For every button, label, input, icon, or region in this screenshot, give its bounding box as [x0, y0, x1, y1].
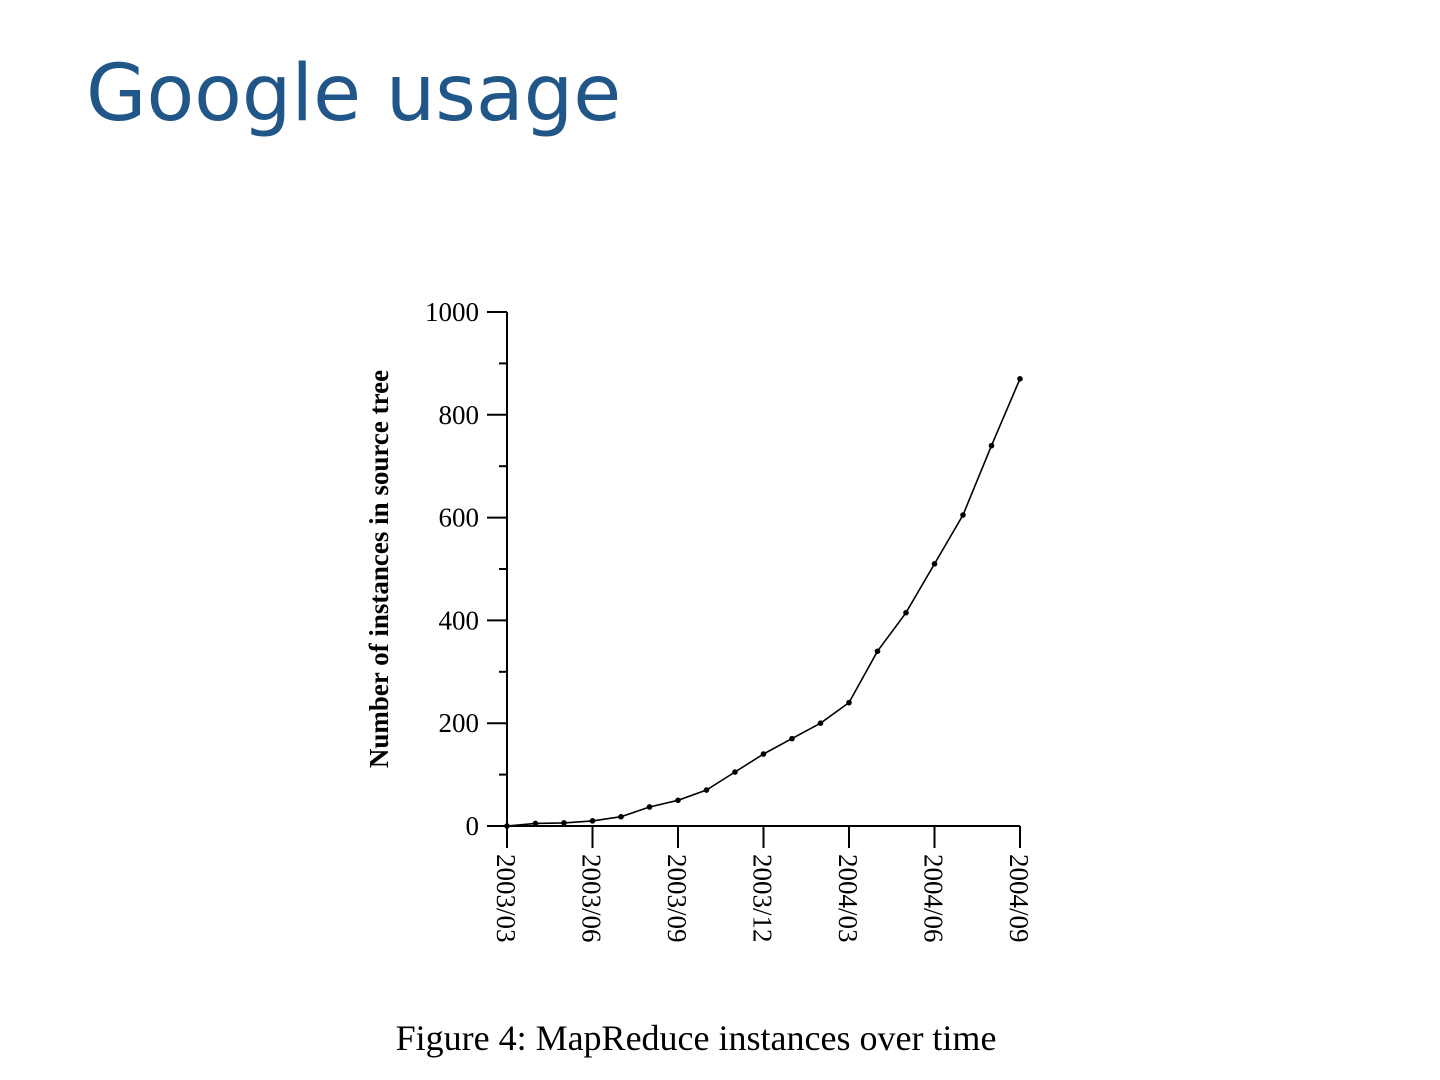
data-point: [703, 787, 710, 793]
data-point: [618, 813, 624, 820]
data-point: [504, 823, 510, 829]
data-point: [903, 609, 909, 616]
x-tick-label: 2003/03: [491, 854, 521, 943]
data-point: [960, 512, 966, 518]
y-tick-label: 800: [439, 400, 480, 430]
y-tick-label: 600: [439, 503, 480, 533]
data-point: [760, 751, 767, 757]
y-tick-label: 1000: [425, 297, 479, 327]
data-point: [589, 818, 596, 824]
slide-title: Google usage: [86, 49, 622, 139]
data-point: [646, 804, 653, 810]
data-point: [1017, 376, 1023, 382]
series-points: [504, 376, 1023, 829]
data-point: [561, 820, 567, 826]
x-tick-label: 2003/09: [662, 854, 692, 943]
data-point: [732, 769, 738, 775]
data-point: [846, 699, 852, 706]
data-point: [817, 720, 824, 726]
y-axis-label: Number of instances in source tree: [364, 370, 394, 768]
figure-caption: Figure 4: MapReduce instances over time: [396, 1018, 997, 1058]
x-tick-label: 2004/06: [919, 854, 949, 943]
x-tick-label: 2003/12: [748, 854, 778, 943]
y-tick-label: 200: [439, 708, 480, 738]
data-point: [874, 648, 881, 655]
x-tick-label: 2004/03: [833, 854, 863, 943]
series-line: [506, 378, 1021, 827]
x-tick-label: 2004/09: [1004, 854, 1034, 943]
x-tick-label: 2003/06: [577, 854, 607, 943]
data-point: [789, 735, 795, 742]
data-point: [931, 561, 938, 567]
y-axis: 0 200 400 600 800 1000: [425, 297, 508, 841]
y-tick-label: 0: [466, 811, 480, 841]
y-tick-label: 400: [439, 605, 480, 635]
data-point: [532, 820, 539, 827]
x-axis: 2003/03 2003/06 2003/09 2003/12 2004/03 2004/…: [491, 825, 1034, 943]
data-point: [675, 797, 681, 804]
data-point: [988, 442, 995, 449]
series-polyline: [506, 378, 1021, 827]
